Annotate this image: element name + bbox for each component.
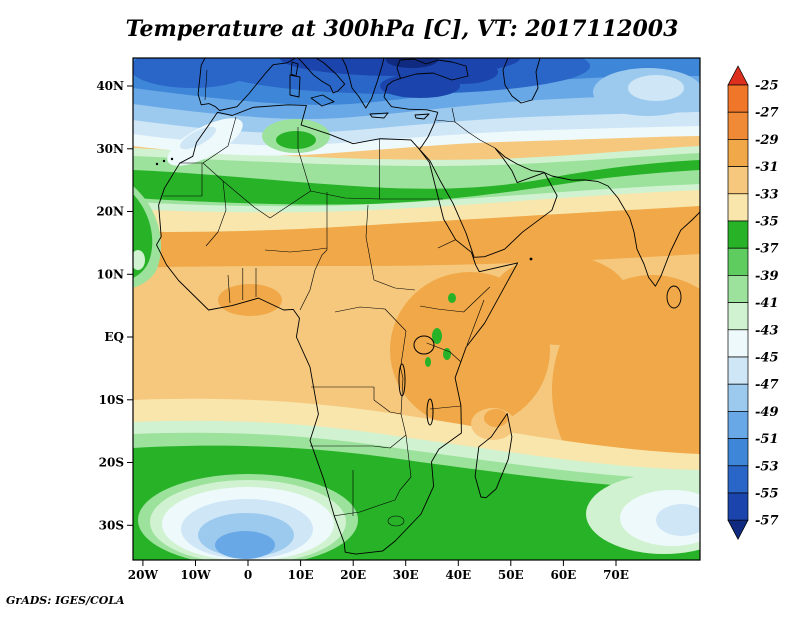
arabia-coastline: [419, 147, 558, 258]
colorbar-tick-label: -45: [755, 351, 779, 366]
y-tick-label: 30N: [96, 142, 124, 156]
colorbar-tick-label: -37: [755, 242, 779, 257]
colorbar-segment: [727, 438, 749, 467]
caspian-coastline: [502, 58, 541, 104]
plot-frame: [132, 57, 701, 561]
canary-island-dot: [170, 157, 174, 161]
iberia-coastline: [197, 58, 296, 111]
credit-text: GrADS: IGES/COLA: [6, 594, 125, 607]
colorbar-tick-label: -33: [755, 187, 779, 202]
lake-malawi: [426, 398, 434, 426]
colorbar-segment: [727, 465, 749, 494]
colorbar: -25 -27 -29 -31 -33 -35 -37 -39 -41 -43 -45 -47 -49 -…: [727, 65, 779, 540]
colorbar-segment: [727, 383, 749, 412]
sardinia-coastline: [289, 74, 301, 98]
x-tick-label: 50E: [498, 568, 524, 582]
corsica-coastline: [290, 61, 299, 77]
colorbar-segment: [727, 275, 749, 303]
colorbar-tick-label: -39: [755, 269, 779, 284]
colorbar-segment: [727, 411, 749, 439]
levant-coastline: [419, 112, 439, 150]
iran-india-coastline: [494, 147, 700, 287]
lesotho-border: [387, 515, 405, 527]
y-tick-label: 40N: [96, 79, 124, 93]
x-axis: 20W 10W 0 10E 20E 30E 40E 50E 60E 70E: [128, 560, 629, 582]
colorbar-tick-label: -29: [755, 133, 779, 148]
x-tick-label: 30E: [393, 568, 419, 582]
lake-tanganyika: [398, 363, 406, 397]
x-tick-label: 60E: [550, 568, 576, 582]
y-tick-label: 10N: [96, 267, 124, 281]
x-tick-label: 10W: [180, 568, 211, 582]
colorbar-tick-label: -49: [755, 405, 779, 420]
x-tick-label: 10E: [288, 568, 314, 582]
balkans-greece-coastline: [341, 58, 385, 109]
y-tick-label: EQ: [104, 330, 124, 344]
country-borders: [163, 69, 496, 517]
black-sea-coastline: [396, 58, 469, 81]
colorbar-tick-label: -43: [755, 323, 779, 338]
temperature-fill-layer: [133, 58, 700, 560]
colorbar-segment: [727, 247, 749, 276]
x-tick-label: 40E: [445, 568, 471, 582]
colorbar-segment: [727, 356, 749, 385]
colorbar-tick-label: -35: [755, 215, 779, 230]
colorbar-segment: [727, 84, 749, 113]
colorbar-segment: [727, 329, 749, 358]
x-tick-label: 70E: [603, 568, 629, 582]
colorbar-segment: [727, 111, 749, 140]
colorbar-tick-label: -41: [755, 296, 779, 311]
colorbar-segment: [727, 302, 749, 331]
colorbar-segment: [727, 220, 749, 249]
x-tick-label: 20W: [128, 568, 159, 582]
y-tick-label: 20S: [99, 456, 124, 470]
y-tick-label: 20N: [96, 205, 124, 219]
chart-title: Temperature at 300hPa [C], VT: 201711200…: [126, 16, 679, 42]
turkey-coastline: [383, 77, 438, 113]
colorbar-segment: [727, 193, 749, 222]
coastline-layer: [155, 58, 700, 555]
crete-coastline: [369, 112, 389, 119]
socotra-island-dot: [529, 257, 533, 261]
cyprus-coastline: [414, 113, 430, 120]
x-tick-label: 0: [244, 568, 252, 582]
x-tick-label: 20E: [340, 568, 366, 582]
colorbar-bottom-arrow: [727, 519, 749, 540]
colorbar-tick-label: -57: [755, 514, 779, 529]
y-tick-label: 10S: [99, 393, 124, 407]
colorbar-tick-label: -47: [755, 378, 779, 393]
colorbar-segment: [727, 492, 749, 521]
colorbar-tick-label: -53: [755, 459, 779, 474]
colorbar-tick-label: -31: [755, 160, 779, 175]
colorbar-tick-label: -25: [755, 79, 779, 94]
colorbar-tick-label: -27: [755, 106, 779, 121]
madagascar-coastline: [474, 413, 513, 499]
sicily-coastline: [310, 94, 335, 107]
lake-victoria: [413, 335, 435, 355]
y-tick-label: 30S: [99, 518, 124, 532]
y-axis: 40N 30N 20N 10N EQ 10S 20S 30S: [96, 79, 133, 532]
canary-island-dot: [162, 159, 166, 163]
africa-coastline: [156, 104, 519, 555]
sri-lanka-coastline: [666, 285, 682, 309]
canary-island-dot: [155, 162, 159, 166]
colorbar-tick-label: -51: [755, 432, 779, 447]
colorbar-top-arrow: [727, 65, 749, 86]
country-border-layer: [163, 69, 496, 527]
italy-coastline: [297, 58, 346, 94]
colorbar-tick-label: -55: [755, 487, 779, 502]
colorbar-segment: [727, 139, 749, 167]
colorbar-segment: [727, 166, 749, 195]
